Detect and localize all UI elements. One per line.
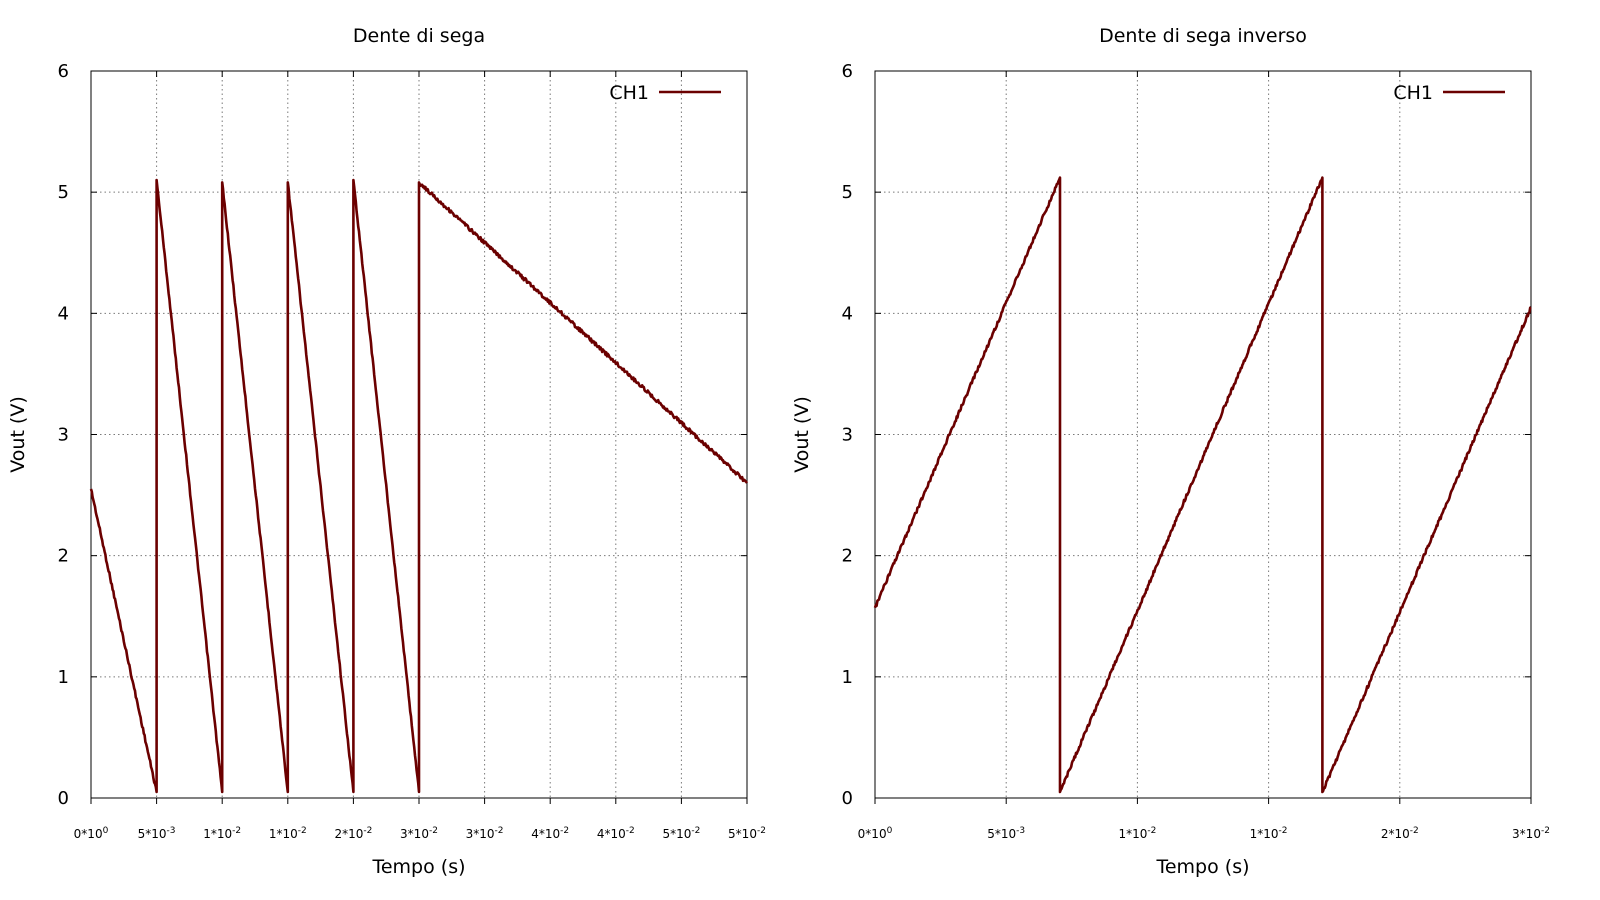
x-tick-mantissa: 5*10 <box>662 827 691 841</box>
x-tick-mantissa: 4*10 <box>597 827 626 841</box>
x-tick-exponent: -2 <box>429 826 438 836</box>
x-axis-label: Tempo (s) <box>1155 856 1249 878</box>
legend: CH1 <box>1393 82 1505 104</box>
y-tick-label: 3 <box>842 425 853 446</box>
x-tick-exponent: 0 <box>103 826 109 836</box>
x-tick-mantissa: 2*10 <box>1381 827 1410 841</box>
x-tick-label: 3*10-2 <box>400 826 438 841</box>
x-tick-mantissa: 1*10 <box>269 827 298 841</box>
x-tick-mantissa: 2*10 <box>334 827 363 841</box>
y-tick-label: 2 <box>58 546 69 567</box>
y-tick-label: 2 <box>842 546 853 567</box>
y-tick-label: 0 <box>842 788 853 809</box>
x-tick-mantissa: 5*10 <box>728 827 757 841</box>
x-tick-label: 5*10-2 <box>662 826 700 841</box>
x-tick-label: 5*10-2 <box>728 826 766 841</box>
x-tick-label: 1*10-2 <box>203 826 241 841</box>
x-tick-exponent: -2 <box>560 826 569 836</box>
y-tick-label: 3 <box>58 425 69 446</box>
x-tick-label: 1*10-2 <box>269 826 307 841</box>
plot-frame <box>874 70 1532 799</box>
y-tick-label: 0 <box>58 788 69 809</box>
x-tick-exponent: -2 <box>298 826 307 836</box>
x-tick-label: 0*100 <box>858 826 893 841</box>
series-line-ch1 <box>873 176 1532 794</box>
series-line-ch1 <box>89 178 749 794</box>
plot-frame <box>90 70 748 799</box>
x-tick-mantissa: 4*10 <box>531 827 560 841</box>
x-tick-label: 0*100 <box>74 826 109 841</box>
x-tick-mantissa: 5*10 <box>138 827 167 841</box>
x-tick-mantissa: 1*10 <box>203 827 232 841</box>
x-tick-exponent: -2 <box>495 826 504 836</box>
y-tick-label: 4 <box>842 303 853 324</box>
y-tick-label: 4 <box>58 303 69 324</box>
x-tick-label: 1*10-2 <box>1118 826 1156 841</box>
x-tick-mantissa: 5*10 <box>987 827 1016 841</box>
x-tick-label: 5*10-3 <box>138 826 176 841</box>
x-tick-mantissa: 3*10 <box>466 827 495 841</box>
y-tick-label: 5 <box>842 182 853 203</box>
y-tick-label: 5 <box>58 182 69 203</box>
y-tick-label: 1 <box>842 667 853 688</box>
chart-title: Dente di sega inverso <box>1099 25 1307 47</box>
x-tick-exponent: -2 <box>757 826 766 836</box>
x-tick-exponent: -2 <box>363 826 372 836</box>
y-axis-label: Vout (V) <box>7 396 29 473</box>
x-tick-label: 3*10-2 <box>1512 826 1550 841</box>
x-tick-label: 4*10-2 <box>531 826 569 841</box>
x-tick-mantissa: 3*10 <box>1512 827 1541 841</box>
x-tick-mantissa: 1*10 <box>1118 827 1147 841</box>
x-tick-exponent: -3 <box>1016 826 1025 836</box>
y-tick-label: 1 <box>58 667 69 688</box>
x-tick-exponent: -3 <box>167 826 176 836</box>
x-tick-exponent: -2 <box>1541 826 1550 836</box>
x-tick-mantissa: 3*10 <box>400 827 429 841</box>
x-tick-exponent: -2 <box>1279 826 1288 836</box>
x-tick-mantissa: 0*10 <box>858 827 887 841</box>
x-tick-label: 2*10-2 <box>1381 826 1419 841</box>
x-tick-exponent: -2 <box>1147 826 1156 836</box>
x-tick-exponent: -2 <box>626 826 635 836</box>
x-tick-label: 5*10-3 <box>987 826 1025 841</box>
legend-label: CH1 <box>1393 82 1433 104</box>
x-tick-exponent: -2 <box>232 826 241 836</box>
y-tick-label: 6 <box>58 61 69 82</box>
x-tick-label: 4*10-2 <box>597 826 635 841</box>
legend-label: CH1 <box>609 82 649 104</box>
x-axis-label: Tempo (s) <box>371 856 465 878</box>
x-tick-label: 3*10-2 <box>466 826 504 841</box>
chart-title: Dente di sega <box>353 25 485 47</box>
x-tick-exponent: -2 <box>691 826 700 836</box>
x-tick-exponent: 0 <box>887 826 893 836</box>
y-tick-label: 6 <box>842 61 853 82</box>
x-tick-mantissa: 0*10 <box>74 827 103 841</box>
x-tick-label: 2*10-2 <box>334 826 372 841</box>
x-tick-label: 1*10-2 <box>1250 826 1288 841</box>
legend: CH1 <box>609 82 721 104</box>
y-axis-label: Vout (V) <box>791 396 813 473</box>
x-tick-exponent: -2 <box>1410 826 1419 836</box>
x-tick-mantissa: 1*10 <box>1250 827 1279 841</box>
